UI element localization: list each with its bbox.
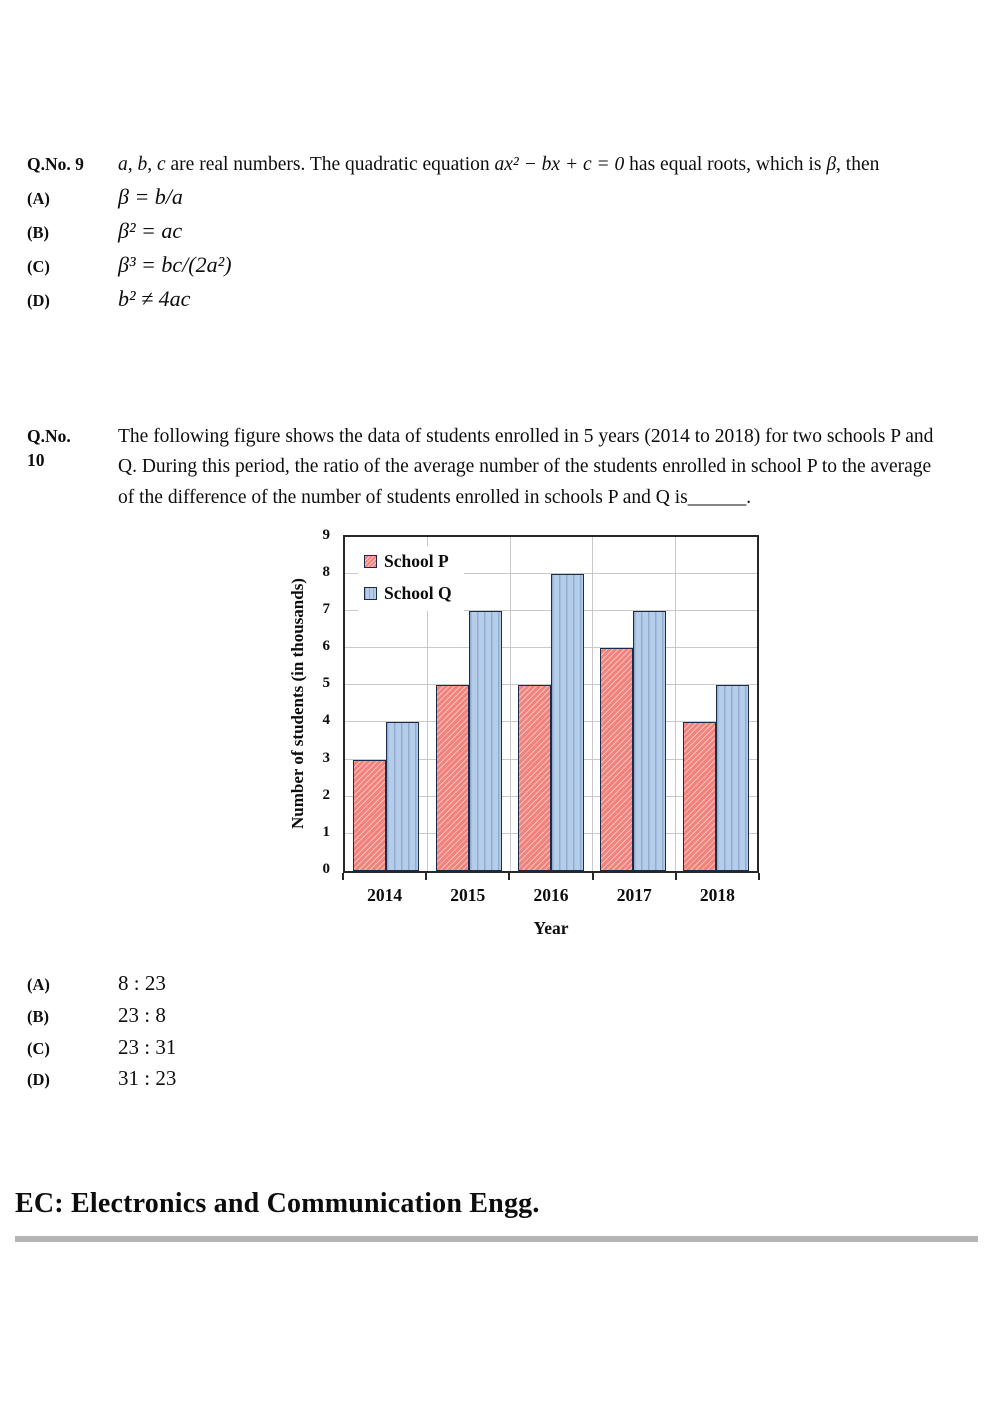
q10-option-d-text: 31 : 23	[118, 1066, 177, 1091]
q9-option-c-letter: (C)	[27, 257, 50, 277]
q9-text-part: has equal roots, which is	[624, 154, 827, 175]
question-10: Q.No. 10 The following figure shows the …	[0, 422, 992, 513]
y-tick-label-1: 1	[322, 823, 331, 840]
q10-option-d: (D) 31 : 23	[0, 1064, 992, 1094]
q9-option-b-text: β² = ac	[118, 218, 183, 244]
bar-group-2014	[345, 537, 427, 871]
bar-group-2016	[510, 537, 592, 871]
x-tick-label-2014: 2014	[367, 884, 403, 905]
q10-option-d-letter: (D)	[27, 1070, 50, 1090]
x-tick-mark-2	[508, 872, 511, 880]
q9-math-beta: β	[826, 154, 837, 175]
q9-option-d-text: b² ≠ 4ac	[118, 286, 191, 312]
bar-school-p-2018	[682, 722, 716, 871]
q9-option-a-text: β = b/a	[118, 184, 183, 210]
y-tick-label-3: 3	[322, 749, 331, 766]
h-gridline-8	[345, 573, 757, 574]
chart-legend: School P School Q	[358, 545, 464, 611]
q9-option-a: (A) β = b/a	[0, 180, 992, 213]
legend-swatch-school-p	[364, 554, 377, 568]
y-tick-label-5: 5	[322, 675, 331, 692]
bar-school-p-2016	[517, 685, 551, 871]
legend-entry-school-p: School P	[364, 551, 452, 572]
x-axis-labels: 2014 2015 2016 2017 2018	[343, 885, 759, 906]
question-10-number-line1: Q.No.	[27, 426, 71, 447]
q10-option-a: (A) 8 : 23	[0, 969, 992, 999]
legend-label-school-p: School P	[384, 550, 449, 571]
x-axis-ticks	[342, 872, 760, 881]
x-tick-label-2018: 2018	[699, 884, 735, 905]
q10-option-a-text: 8 : 23	[118, 970, 166, 995]
y-tick-label-8: 8	[322, 564, 331, 580]
bar-school-p-2014	[353, 759, 387, 871]
q9-option-d: (D) b² ≠ 4ac	[0, 282, 992, 315]
x-axis-title: Year	[533, 917, 569, 938]
q9-text-part: are real numbers. The quadratic equation	[165, 154, 495, 175]
bar-group-2017	[592, 537, 674, 871]
q9-text-part: , then	[836, 154, 880, 175]
legend-entry-school-q: School Q	[364, 583, 452, 604]
question-10-number: Q.No. 10	[27, 422, 118, 513]
v-gridline-1	[427, 536, 429, 871]
between-questions-gap	[0, 316, 992, 422]
top-margin	[0, 0, 992, 150]
q9-option-a-letter: (A)	[27, 189, 50, 209]
v-gridline-3	[592, 536, 594, 871]
x-tick-label-2016: 2016	[533, 884, 569, 905]
question-9-number: Q.No. 9	[27, 154, 84, 174]
q10-option-c-text: 23 : 31	[118, 1034, 177, 1059]
y-tick-label-6: 6	[322, 638, 331, 655]
x-tick-label-2015: 2015	[450, 884, 486, 905]
bar-school-p-2015	[435, 685, 469, 871]
v-gridline-4	[674, 536, 676, 871]
x-tick-mark-3	[591, 872, 594, 880]
bar-school-q-2017	[633, 611, 667, 871]
x-tick-mark-4	[674, 872, 677, 880]
question-9-text: a, b, c are real numbers. The quadratic …	[118, 150, 950, 180]
q9-option-b: (B) β² = ac	[0, 214, 992, 247]
y-tick-label-4: 4	[322, 712, 331, 729]
q10-option-b: (B) 23 : 8	[0, 1001, 992, 1031]
bar-school-q-2016	[550, 574, 584, 871]
q10-option-a-letter: (A)	[27, 974, 50, 994]
chart-plot: School P School Q	[343, 534, 759, 873]
bar-school-q-2015	[468, 611, 502, 871]
q10-option-b-letter: (B)	[27, 1006, 49, 1026]
q9-option-b-letter: (B)	[27, 223, 49, 243]
section-divider	[15, 1236, 978, 1243]
bar-school-p-2017	[600, 648, 634, 871]
question-10-options: (A) 8 : 23 (B) 23 : 8 (C) 23 : 31 (D) 31…	[0, 969, 992, 1094]
y-axis-ticks: 0 1 2 3 4 5 6 7 8 9	[309, 527, 337, 877]
q10-option-b-text: 23 : 8	[118, 1002, 166, 1027]
question-9-options: (A) β = b/a (B) β² = ac (C) β³ = bc/(2a²…	[0, 180, 992, 315]
bar-school-q-2014	[386, 722, 420, 871]
legend-label-school-q: School Q	[384, 582, 452, 603]
y-tick-label-7: 7	[322, 601, 331, 618]
q9-option-d-letter: (D)	[27, 291, 50, 311]
bar-school-q-2018	[715, 685, 749, 871]
bar-group-2015	[427, 537, 509, 871]
question-10-number-line2: 10	[27, 449, 45, 470]
x-tick-mark-1	[425, 872, 428, 880]
enrollment-bar-chart: Number of students (in thousands) 0 1 2 3 4 5…	[287, 527, 773, 949]
bar-group-2018	[675, 537, 757, 871]
y-tick-label-9: 9	[322, 526, 331, 543]
q10-option-c-letter: (C)	[27, 1038, 50, 1058]
v-gridline-2	[509, 536, 511, 871]
x-tick-mark-5	[758, 872, 760, 880]
q9-option-c-text: β³ = bc/(2a²)	[118, 252, 232, 278]
q9-math-abc: a, b, c	[118, 154, 166, 175]
q9-math-equation: ax² − bx + c = 0	[494, 154, 625, 175]
legend-swatch-school-q	[364, 586, 377, 600]
question-10-text: The following figure shows the data of s…	[118, 426, 934, 508]
q10-option-c: (C) 23 : 31	[0, 1033, 992, 1063]
q9-option-c: (C) β³ = bc/(2a²)	[0, 248, 992, 281]
y-tick-label-2: 2	[322, 786, 331, 803]
x-tick-mark-0	[342, 872, 344, 880]
question-9: Q.No. 9 a, b, c are real numbers. The qu…	[0, 150, 992, 180]
section-heading-ec: EC: Electronics and Communication Engg.	[15, 1188, 540, 1220]
y-tick-label-0: 0	[322, 860, 331, 877]
x-tick-label-2017: 2017	[616, 884, 652, 905]
y-axis-title: Number of students (in thousands)	[288, 578, 307, 830]
